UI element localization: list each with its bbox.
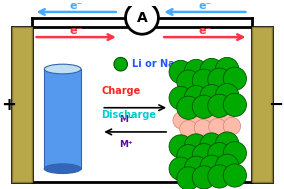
- Circle shape: [192, 95, 216, 118]
- Circle shape: [216, 154, 239, 177]
- Circle shape: [216, 57, 239, 81]
- Text: A: A: [137, 11, 147, 25]
- Text: Li or Na: Li or Na: [132, 59, 175, 69]
- Circle shape: [180, 120, 197, 138]
- Text: e⁻: e⁻: [70, 26, 83, 36]
- Circle shape: [169, 135, 192, 158]
- Circle shape: [202, 110, 219, 127]
- Bar: [44, 69, 81, 169]
- Circle shape: [177, 70, 200, 93]
- Circle shape: [223, 164, 247, 187]
- Circle shape: [173, 112, 190, 129]
- Circle shape: [192, 143, 216, 167]
- Text: M⁻: M⁻: [119, 115, 133, 125]
- Text: +: +: [1, 96, 16, 114]
- Circle shape: [177, 167, 200, 189]
- Circle shape: [208, 94, 231, 117]
- Circle shape: [126, 1, 158, 34]
- Circle shape: [185, 156, 208, 179]
- Circle shape: [169, 86, 192, 110]
- Circle shape: [200, 58, 223, 82]
- Text: e⁻: e⁻: [198, 26, 212, 36]
- Circle shape: [185, 59, 208, 83]
- Ellipse shape: [44, 64, 81, 74]
- Circle shape: [185, 85, 208, 109]
- Circle shape: [187, 111, 205, 128]
- Bar: [12, 27, 272, 182]
- Circle shape: [208, 68, 231, 91]
- Circle shape: [177, 145, 200, 168]
- Circle shape: [223, 67, 247, 90]
- Circle shape: [194, 119, 212, 137]
- Circle shape: [223, 117, 241, 135]
- Circle shape: [208, 143, 231, 166]
- Ellipse shape: [44, 164, 81, 174]
- Circle shape: [200, 133, 223, 156]
- Text: −: −: [268, 96, 283, 114]
- Text: e⁻: e⁻: [70, 1, 83, 11]
- Circle shape: [192, 69, 216, 92]
- Circle shape: [223, 142, 247, 165]
- Text: e⁻: e⁻: [198, 1, 212, 11]
- Text: M⁺: M⁺: [119, 140, 132, 149]
- Circle shape: [185, 134, 208, 157]
- Text: Charge: Charge: [101, 86, 141, 96]
- Bar: [12, 27, 32, 182]
- Circle shape: [216, 132, 239, 155]
- Circle shape: [216, 84, 239, 107]
- Circle shape: [208, 165, 231, 188]
- Circle shape: [177, 96, 200, 119]
- Circle shape: [192, 166, 216, 189]
- Circle shape: [200, 84, 223, 108]
- Circle shape: [200, 155, 223, 178]
- Text: Discharge: Discharge: [101, 110, 156, 120]
- Bar: [252, 27, 272, 182]
- Circle shape: [223, 93, 247, 116]
- Circle shape: [114, 57, 128, 71]
- Circle shape: [216, 109, 234, 126]
- Circle shape: [169, 60, 192, 84]
- Circle shape: [209, 118, 226, 136]
- Circle shape: [169, 157, 192, 180]
